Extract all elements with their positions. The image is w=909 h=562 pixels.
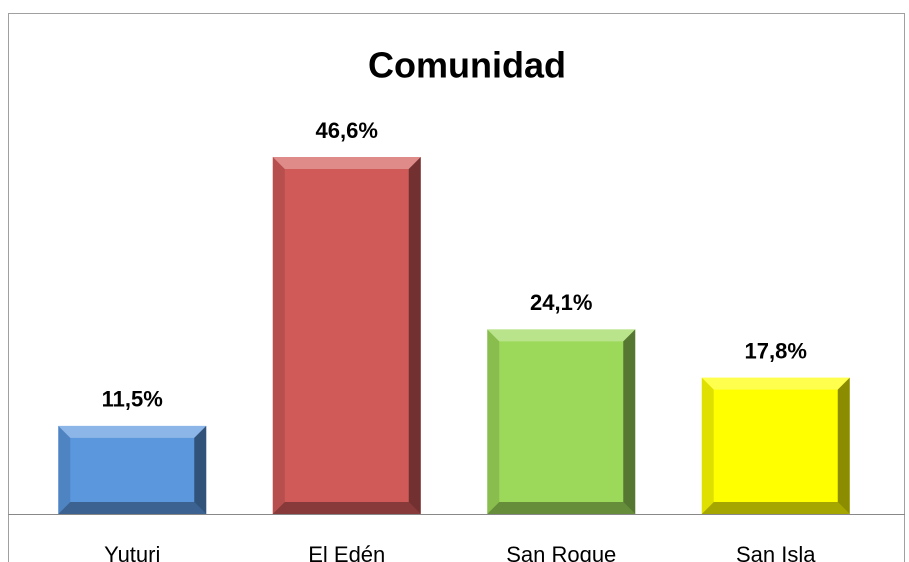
bar-bevel (272, 157, 285, 514)
x-tick-label: San Roque (506, 542, 616, 562)
bar (487, 329, 636, 514)
bar (701, 377, 850, 514)
bar-bevel (487, 329, 636, 342)
bar-bevel (837, 377, 850, 514)
data-label: 24,1% (530, 290, 592, 315)
x-tick-label: Yuturi (104, 542, 160, 562)
bar-bevel (487, 329, 500, 514)
bar-bevel (58, 425, 71, 514)
bar-bevel (701, 377, 714, 514)
bar-bevel (194, 425, 207, 514)
bar-bevel (487, 502, 636, 514)
bar-face (58, 425, 207, 514)
bar-bevel (272, 502, 421, 514)
bar-bevel (272, 157, 421, 169)
data-label: 17,8% (745, 338, 807, 363)
bar (272, 157, 421, 514)
data-label: 46,6% (316, 118, 378, 143)
bar-face (701, 377, 850, 514)
bar-bevel (408, 157, 421, 514)
chart-title: Comunidad (368, 45, 566, 86)
x-tick-label: El Edén (308, 542, 385, 562)
bar-bevel (58, 425, 207, 438)
bar-face (487, 329, 636, 514)
bar-face (272, 157, 421, 514)
data-label: 11,5% (102, 387, 163, 412)
x-tick-label: San Isla (736, 542, 816, 562)
bar-bevel (623, 329, 636, 514)
bar-bevel (58, 502, 207, 514)
bar (58, 425, 207, 514)
bar-bevel (701, 377, 850, 390)
bar-bevel (701, 502, 850, 514)
